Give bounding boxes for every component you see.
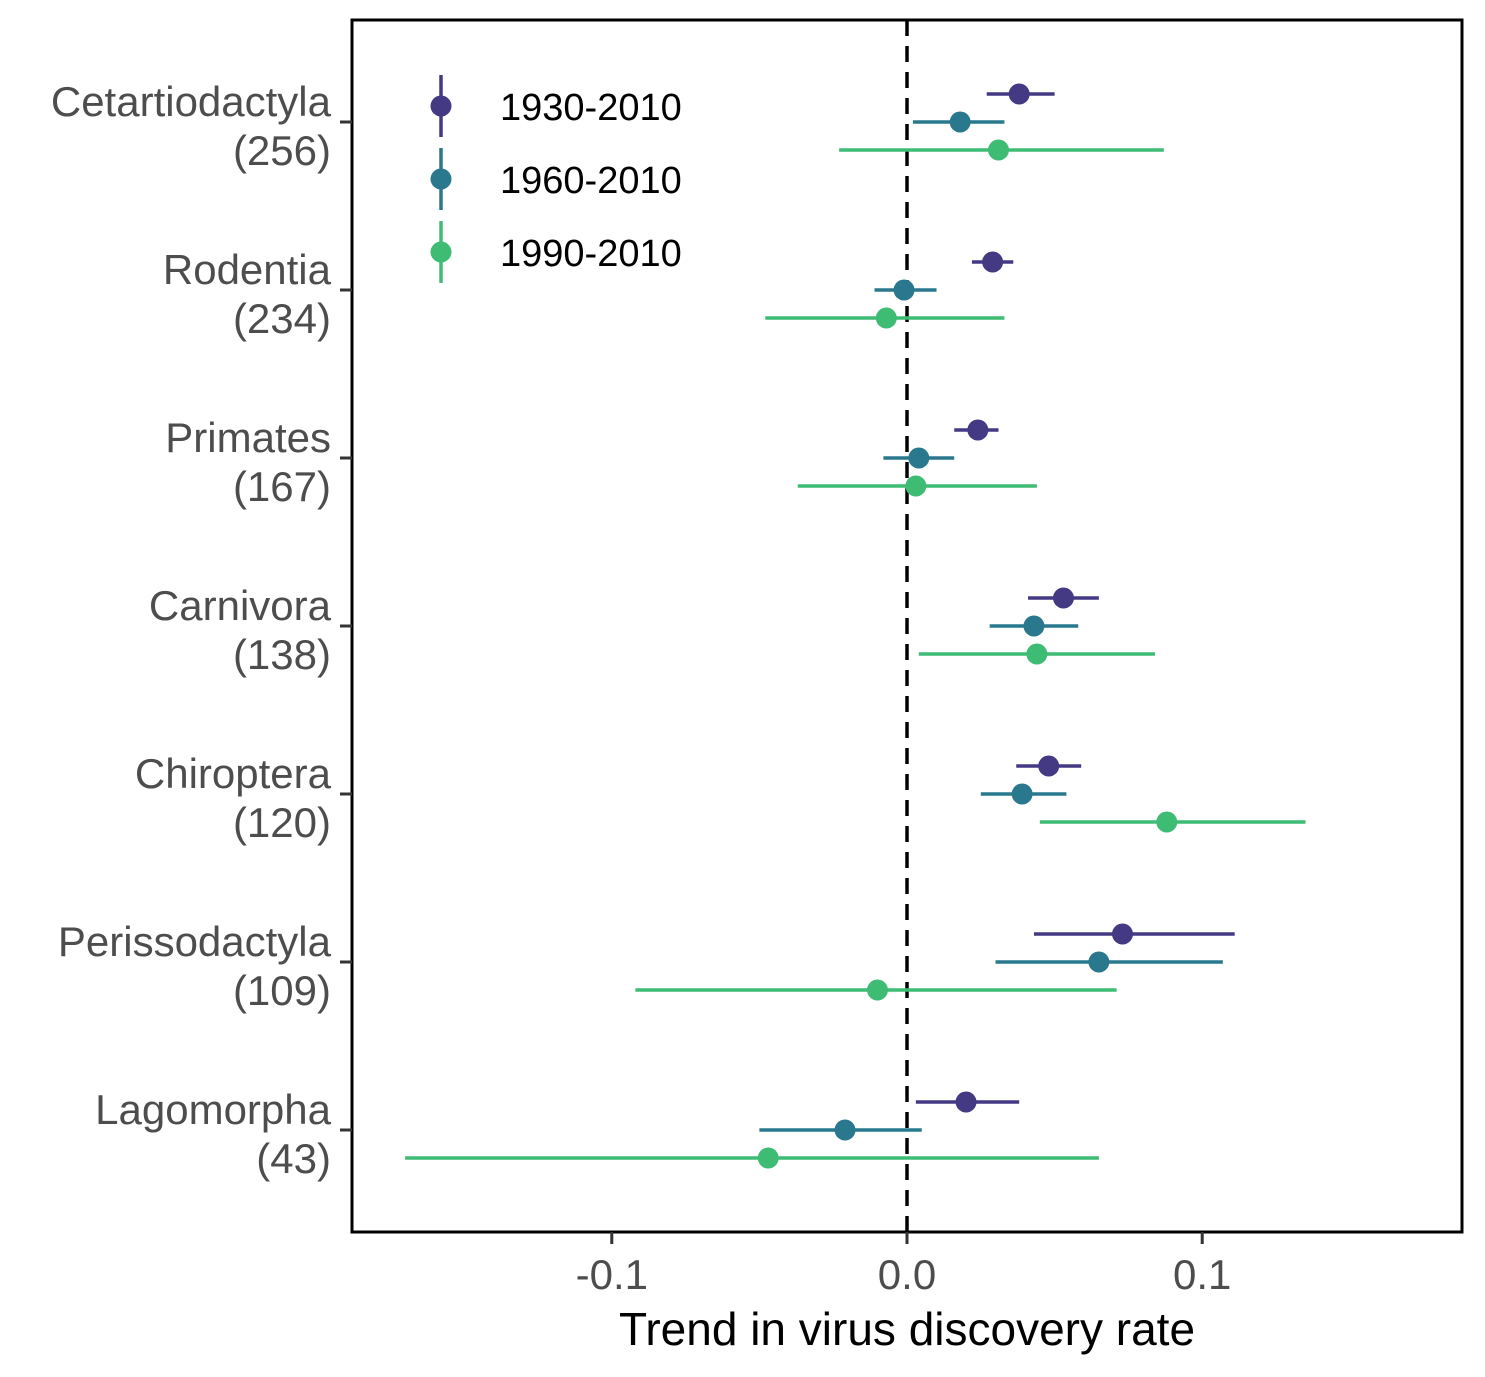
x-tick-label: 0.0 <box>878 1251 936 1298</box>
point-perissodactyla <box>1112 923 1134 945</box>
point-rodentia <box>875 307 897 329</box>
legend-item: 1930-2010 <box>430 75 682 137</box>
point-primates <box>905 475 927 497</box>
y-tick-count-carnivora: (138) <box>233 631 331 678</box>
point-rodentia <box>893 279 915 301</box>
y-tick-label-lagomorpha: Lagomorpha <box>95 1086 331 1133</box>
legend-key-point <box>430 95 452 117</box>
legend-key-point <box>430 241 452 263</box>
point-primates <box>967 419 989 441</box>
legend-label: 1930-2010 <box>500 87 682 129</box>
y-tick-count-cetartiodactyla: (256) <box>233 127 331 174</box>
y-tick-label-primates: Primates <box>165 414 331 461</box>
y-tick-count-lagomorpha: (43) <box>256 1135 331 1182</box>
point-carnivora <box>1052 587 1074 609</box>
point-lagomorpha <box>834 1119 856 1141</box>
point-chiroptera <box>1156 811 1178 833</box>
y-tick-label-chiroptera: Chiroptera <box>135 750 332 797</box>
point-cetartiodactyla <box>949 111 971 133</box>
y-tick-label-carnivora: Carnivora <box>149 582 332 629</box>
point-chiroptera <box>1038 755 1060 777</box>
point-cetartiodactyla <box>1008 83 1030 105</box>
point-primates <box>908 447 930 469</box>
point-cetartiodactyla <box>988 139 1010 161</box>
data-marks <box>405 83 1306 1169</box>
x-tick-label: -0.1 <box>576 1251 648 1298</box>
point-lagomorpha <box>757 1147 779 1169</box>
y-tick-count-rodentia: (234) <box>233 295 331 342</box>
legend-label: 1990-2010 <box>500 233 682 275</box>
point-chiroptera <box>1011 783 1033 805</box>
y-tick-count-chiroptera: (120) <box>233 799 331 846</box>
point-lagomorpha <box>955 1091 977 1113</box>
x-axis-title: Trend in virus discovery rate <box>619 1303 1195 1355</box>
y-tick-count-perissodactyla: (109) <box>233 967 331 1014</box>
legend-key-point <box>430 168 452 190</box>
y-axis: Cetartiodactyla(256) Rodentia(234) Primate… <box>51 78 352 1182</box>
point-carnivora <box>1023 615 1045 637</box>
series-1960-2010 <box>759 111 1223 1141</box>
x-axis: -0.1 0.0 0.1 <box>576 1232 1231 1298</box>
y-tick-count-primates: (167) <box>233 463 331 510</box>
point-rodentia <box>982 251 1004 273</box>
legend-label: 1960-2010 <box>500 160 682 202</box>
point-perissodactyla <box>1088 951 1110 973</box>
series-1990-2010 <box>405 139 1306 1169</box>
y-tick-label-cetartiodactyla: Cetartiodactyla <box>51 78 332 125</box>
legend-item: 1960-2010 <box>430 148 682 210</box>
x-tick-label: 0.1 <box>1173 1251 1231 1298</box>
y-tick-label-perissodactyla: Perissodactyla <box>58 918 332 965</box>
point-carnivora <box>1026 643 1048 665</box>
y-tick-label-rodentia: Rodentia <box>163 246 332 293</box>
legend-item: 1990-2010 <box>430 221 682 283</box>
point-perissodactyla <box>866 979 888 1001</box>
legend: 1930-2010 1960-2010 1990-2010 <box>430 75 682 283</box>
series-1930-2010 <box>915 83 1235 1113</box>
